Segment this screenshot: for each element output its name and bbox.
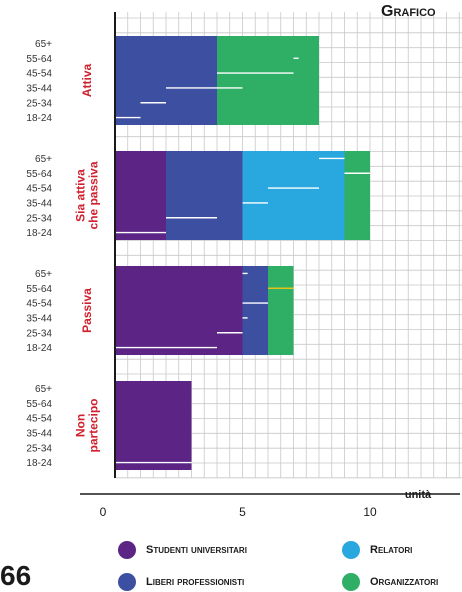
age-label-2-4: 25-34 (26, 328, 52, 339)
x-tick-label-2: 10 (363, 505, 377, 519)
page-number: 66 (0, 560, 32, 591)
bar-0-3 (217, 36, 319, 125)
age-label-2-3: 35-44 (26, 313, 52, 324)
group-label-1-0: Sia attiva (74, 169, 88, 222)
age-label-0-0: 65+ (35, 39, 52, 50)
bar-2-1 (242, 266, 268, 355)
age-label-0-1: 55-64 (26, 54, 52, 65)
age-label-3-5: 18-24 (26, 458, 52, 469)
bar-0-1 (115, 36, 217, 125)
group-label-0-0: Attiva (80, 64, 94, 98)
age-label-1-2: 45-54 (26, 184, 52, 195)
age-label-1-0: 65+ (35, 154, 52, 165)
age-label-2-0: 65+ (35, 269, 52, 280)
age-label-0-3: 35-44 (26, 83, 52, 94)
age-label-2-2: 45-54 (26, 299, 52, 310)
age-label-3-3: 35-44 (26, 428, 52, 439)
age-label-1-5: 18-24 (26, 228, 52, 239)
age-label-3-2: 45-54 (26, 414, 52, 425)
bar-1-2 (242, 151, 345, 240)
age-label-3-0: 65+ (35, 384, 52, 395)
bar-1-3 (344, 151, 370, 240)
age-label-2-1: 55-64 (26, 284, 52, 295)
chart-title: Grafico (381, 3, 436, 20)
bar-2-0 (115, 266, 243, 355)
age-label-3-1: 55-64 (26, 399, 52, 410)
age-label-0-2: 45-54 (26, 69, 52, 80)
bar-2-3 (268, 266, 294, 355)
age-label-3-4: 25-34 (26, 443, 52, 454)
x-axis-label: unità (405, 489, 432, 501)
age-label-0-5: 18-24 (26, 113, 52, 124)
age-label-1-3: 35-44 (26, 198, 52, 209)
group-label-3-0: Non (74, 414, 88, 437)
age-label-0-4: 25-34 (26, 98, 52, 109)
x-tick-label-1: 5 (239, 505, 246, 519)
group-label-2-0: Passiva (80, 288, 94, 333)
bar-1-1 (166, 151, 243, 240)
age-label-1-1: 55-64 (26, 169, 52, 180)
group-label-1-1: che passiva (87, 161, 101, 229)
group-label-3-1: partecipo (87, 398, 101, 452)
bar-1-0 (115, 151, 166, 240)
age-label-1-4: 25-34 (26, 213, 52, 224)
x-tick-label-0: 0 (100, 505, 107, 519)
bar-3-0 (115, 381, 192, 470)
age-label-2-5: 18-24 (26, 343, 52, 354)
